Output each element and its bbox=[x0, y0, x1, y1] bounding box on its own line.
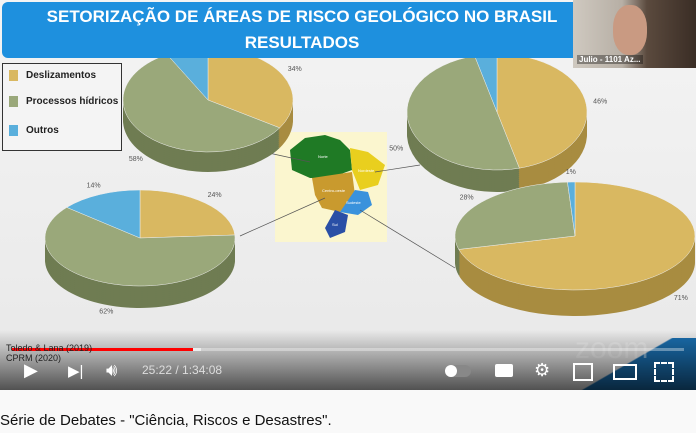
pie-data-label: 24% bbox=[208, 192, 222, 199]
volume-icon[interactable]: 🔊︎ bbox=[106, 360, 118, 380]
citation-line: Toledo & Lana (2019) bbox=[6, 343, 93, 353]
connector-line bbox=[359, 209, 456, 269]
legend-item: Processos hídricos bbox=[9, 96, 118, 107]
pie-data-label: 62% bbox=[99, 308, 113, 315]
played-bar bbox=[12, 348, 194, 351]
webcam-thumbnail: Julio - 1101 Az... bbox=[573, 0, 696, 68]
pie-slice-deslizamentos bbox=[458, 181, 696, 291]
pie-slice-processos-hídricos bbox=[122, 54, 281, 153]
connector-line bbox=[239, 197, 326, 237]
map-region-nordeste bbox=[350, 148, 385, 190]
fullscreen-icon[interactable] bbox=[654, 362, 674, 382]
time-display: 25:22 / 1:34:08 bbox=[142, 363, 223, 377]
person-face bbox=[613, 5, 647, 55]
subtitles-icon[interactable] bbox=[495, 364, 513, 377]
pie-slice-processos-hídricos bbox=[44, 207, 236, 287]
pie-slice-processos-hídricos bbox=[454, 181, 576, 250]
slide-charts: Norte Nordeste Centro-oeste Sudeste Sul … bbox=[44, 37, 696, 317]
pie-data-label: 58% bbox=[129, 156, 143, 163]
map-region-norte bbox=[290, 135, 352, 178]
pie-slice-processos-hídricos bbox=[406, 55, 520, 171]
legend-item: Outros bbox=[9, 125, 59, 136]
legend-item: Deslizamentos bbox=[9, 70, 96, 81]
chart-legend: Deslizamentos Processos hídricos Outros bbox=[2, 63, 122, 151]
slide-title-banner: SETORIZAÇÃO DE ÁREAS DE RISCO GEOLÓGICO … bbox=[2, 2, 602, 58]
map-region-centro-oeste bbox=[312, 172, 355, 212]
pie-data-label: 46% bbox=[593, 99, 607, 106]
map-region-sul bbox=[325, 210, 348, 238]
video-player[interactable]: Norte Nordeste Centro-oeste Sudeste Sul … bbox=[0, 0, 696, 390]
pie-slice-deslizamentos bbox=[139, 189, 236, 239]
legend-label: Processos hídricos bbox=[26, 96, 119, 107]
legend-swatch bbox=[9, 125, 18, 136]
pie-slice-outros bbox=[567, 181, 576, 237]
pie-data-label: 14% bbox=[87, 182, 101, 189]
slide-title: SETORIZAÇÃO DE ÁREAS DE RISCO GEOLÓGICO … bbox=[46, 7, 558, 26]
citation-line: CPRM (2020) bbox=[6, 353, 62, 363]
legend-label: Deslizamentos bbox=[26, 70, 97, 81]
next-icon[interactable]: ▶| bbox=[68, 363, 84, 380]
slide-citation: Toledo & Lana (2019) CPRM (2020) bbox=[6, 343, 92, 363]
progress-bar[interactable] bbox=[12, 348, 684, 351]
pie-data-label: 34% bbox=[288, 66, 302, 73]
connector-line bbox=[374, 164, 421, 173]
map-label: Nordeste bbox=[358, 168, 375, 173]
settings-gear-icon[interactable]: ⚙ bbox=[534, 360, 551, 380]
pie-data-label: 50% bbox=[389, 145, 403, 152]
pie-data-label: 1% bbox=[566, 169, 576, 176]
pie-slice-outros bbox=[66, 189, 141, 239]
map-label: Sudeste bbox=[346, 200, 361, 205]
map-region-sudeste bbox=[340, 190, 372, 215]
map-label: Sul bbox=[332, 222, 338, 227]
pie-data-label: 28% bbox=[460, 195, 474, 202]
pie-data-label: 71% bbox=[674, 295, 688, 302]
toggle-knob bbox=[445, 365, 457, 377]
theater-mode-icon[interactable] bbox=[613, 364, 637, 380]
video-description: Série de Debates - "Ciência, Riscos e De… bbox=[0, 412, 332, 429]
slide-subtitle: RESULTADOS bbox=[244, 33, 360, 52]
legend-swatch bbox=[9, 96, 18, 107]
miniplayer-icon[interactable] bbox=[573, 363, 593, 381]
map-label: Centro-oeste bbox=[322, 188, 346, 193]
player-controls bbox=[0, 330, 696, 390]
brazil-map: Norte Nordeste Centro-oeste Sudeste Sul bbox=[239, 132, 456, 269]
legend-label: Outros bbox=[26, 125, 59, 136]
autoplay-toggle[interactable] bbox=[445, 365, 471, 377]
webcam-name: Julio - 1101 Az... bbox=[577, 55, 643, 64]
play-icon[interactable]: ▶ bbox=[24, 360, 38, 380]
map-label: Norte bbox=[318, 154, 329, 159]
legend-swatch bbox=[9, 70, 18, 81]
